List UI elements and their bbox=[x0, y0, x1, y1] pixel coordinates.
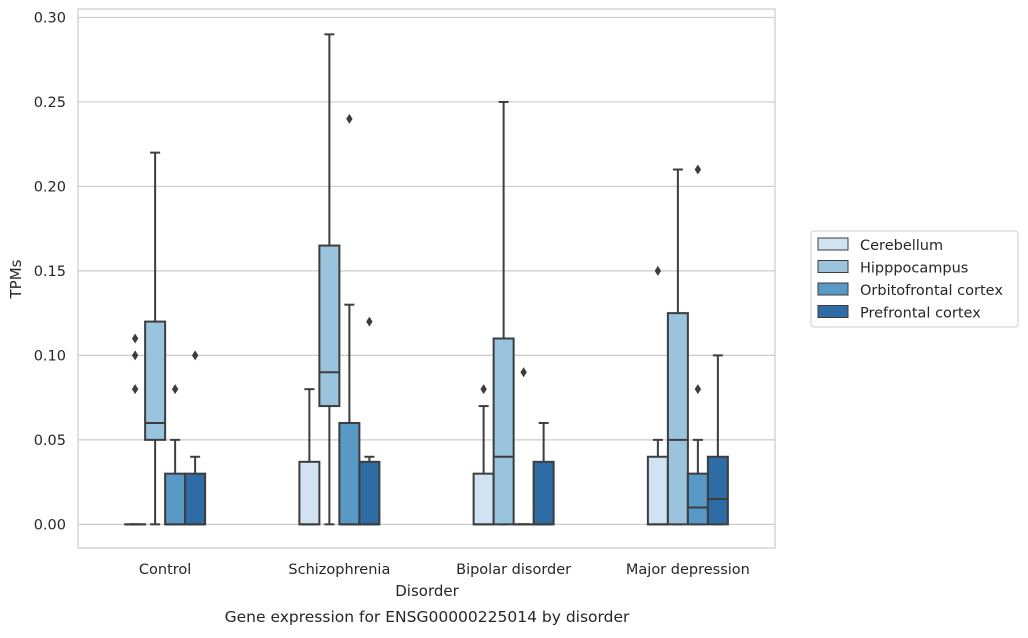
x-axis-label: Disorder bbox=[395, 582, 459, 600]
box bbox=[185, 474, 205, 525]
box bbox=[494, 338, 514, 524]
x-tick-label: Schizophrenia bbox=[288, 562, 390, 578]
box bbox=[319, 246, 339, 407]
legend-label: Prefrontal cortex bbox=[860, 306, 981, 322]
x-tick-label: Control bbox=[139, 562, 191, 578]
box bbox=[165, 474, 185, 525]
legend-swatch bbox=[818, 261, 848, 273]
y-tick-label: 0.05 bbox=[34, 433, 66, 449]
box bbox=[359, 462, 379, 525]
x-tick-labels: Control Schizophrenia Bipolar disorder Majo… bbox=[139, 562, 750, 578]
box bbox=[299, 462, 319, 525]
legend-swatch bbox=[818, 306, 848, 318]
box bbox=[339, 423, 359, 524]
y-tick-label: 0.00 bbox=[34, 517, 66, 533]
y-tick-label: 0.20 bbox=[34, 179, 66, 195]
legend-label: Cerebellum bbox=[860, 238, 943, 254]
box bbox=[668, 313, 688, 524]
y-tick-label: 0.30 bbox=[34, 10, 66, 26]
box bbox=[648, 457, 668, 525]
x-tick-label: Bipolar disorder bbox=[456, 562, 571, 578]
x-tick-label: Major depression bbox=[626, 562, 750, 578]
legend-label: Hipppocampus bbox=[860, 261, 968, 277]
y-tick-labels: 0.00 0.05 0.10 0.15 0.20 0.25 0.30 bbox=[34, 10, 66, 533]
box bbox=[708, 457, 728, 525]
legend: Cerebellum Hipppocampus Orbitofrontal cort… bbox=[811, 231, 1018, 327]
chart-caption: Gene expression for ENSG00000225014 by d… bbox=[225, 608, 630, 626]
box bbox=[688, 474, 708, 525]
box bbox=[534, 462, 554, 525]
box bbox=[474, 474, 494, 525]
y-axis-label: TPMs bbox=[7, 259, 25, 299]
legend-swatch bbox=[818, 238, 848, 250]
legend-swatch bbox=[818, 283, 848, 295]
y-tick-label: 0.25 bbox=[34, 95, 66, 111]
legend-label: Orbitofrontal cortex bbox=[860, 283, 1003, 299]
y-tick-label: 0.10 bbox=[34, 348, 66, 364]
y-tick-label: 0.15 bbox=[34, 264, 66, 280]
